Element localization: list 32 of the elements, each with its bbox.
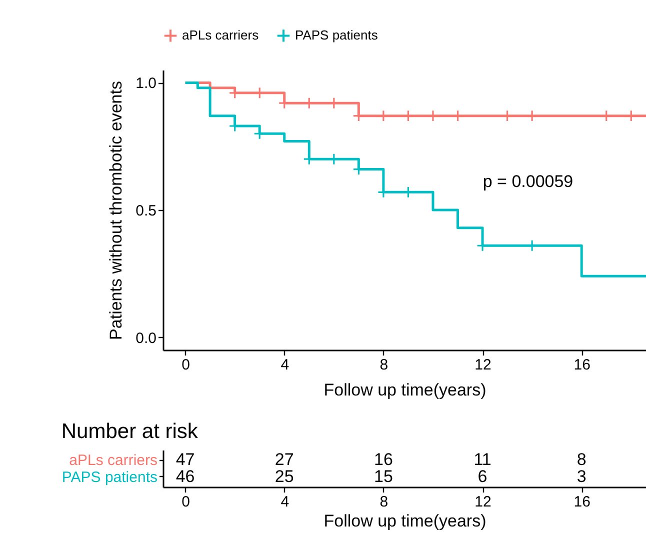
data-label: 25 <box>274 466 294 486</box>
annotation: p = 0.00059 <box>482 172 574 191</box>
data-label: 46 <box>176 466 195 486</box>
data-label: 27 <box>274 450 294 470</box>
x-tick-label: 12 <box>474 356 492 374</box>
data-label: 3 <box>576 466 586 486</box>
data-label: 15 <box>374 466 393 486</box>
x-tick-label: 8 <box>380 356 388 374</box>
x-tick-label: 8 <box>380 494 388 510</box>
data-label: 8 <box>576 450 586 470</box>
data-label: 16 <box>374 450 393 470</box>
legend-label: aPLs carriers <box>182 28 260 43</box>
data-label: 6 <box>478 466 488 486</box>
y-axis-title: Patients without thrombotic events <box>106 81 126 340</box>
data-label: 11 <box>474 450 492 470</box>
y-tick-label: 0.5 <box>136 202 156 220</box>
x-tick-label: 4 <box>280 356 290 374</box>
x-tick-label: 0 <box>182 356 190 374</box>
x-axis-title: Follow up time(years) <box>324 380 486 400</box>
x-axis-title: Follow up time(years) <box>324 512 486 530</box>
x-tick-label: 16 <box>574 356 590 374</box>
y-tick-label: aPLs carriers <box>69 452 158 470</box>
data-label: 47 <box>176 450 195 470</box>
x-tick-label: 0 <box>182 494 190 510</box>
y-tick-label: 0.0 <box>136 330 156 347</box>
x-tick-label: 16 <box>574 494 590 510</box>
chart-title: Number at risk <box>61 420 198 443</box>
y-tick-label: PAPS patients <box>62 468 158 486</box>
x-tick-label: 12 <box>474 494 492 510</box>
legend-label: PAPS patients <box>295 28 378 43</box>
x-tick-label: 4 <box>280 494 290 510</box>
y-tick-label: 1.0 <box>136 75 156 92</box>
